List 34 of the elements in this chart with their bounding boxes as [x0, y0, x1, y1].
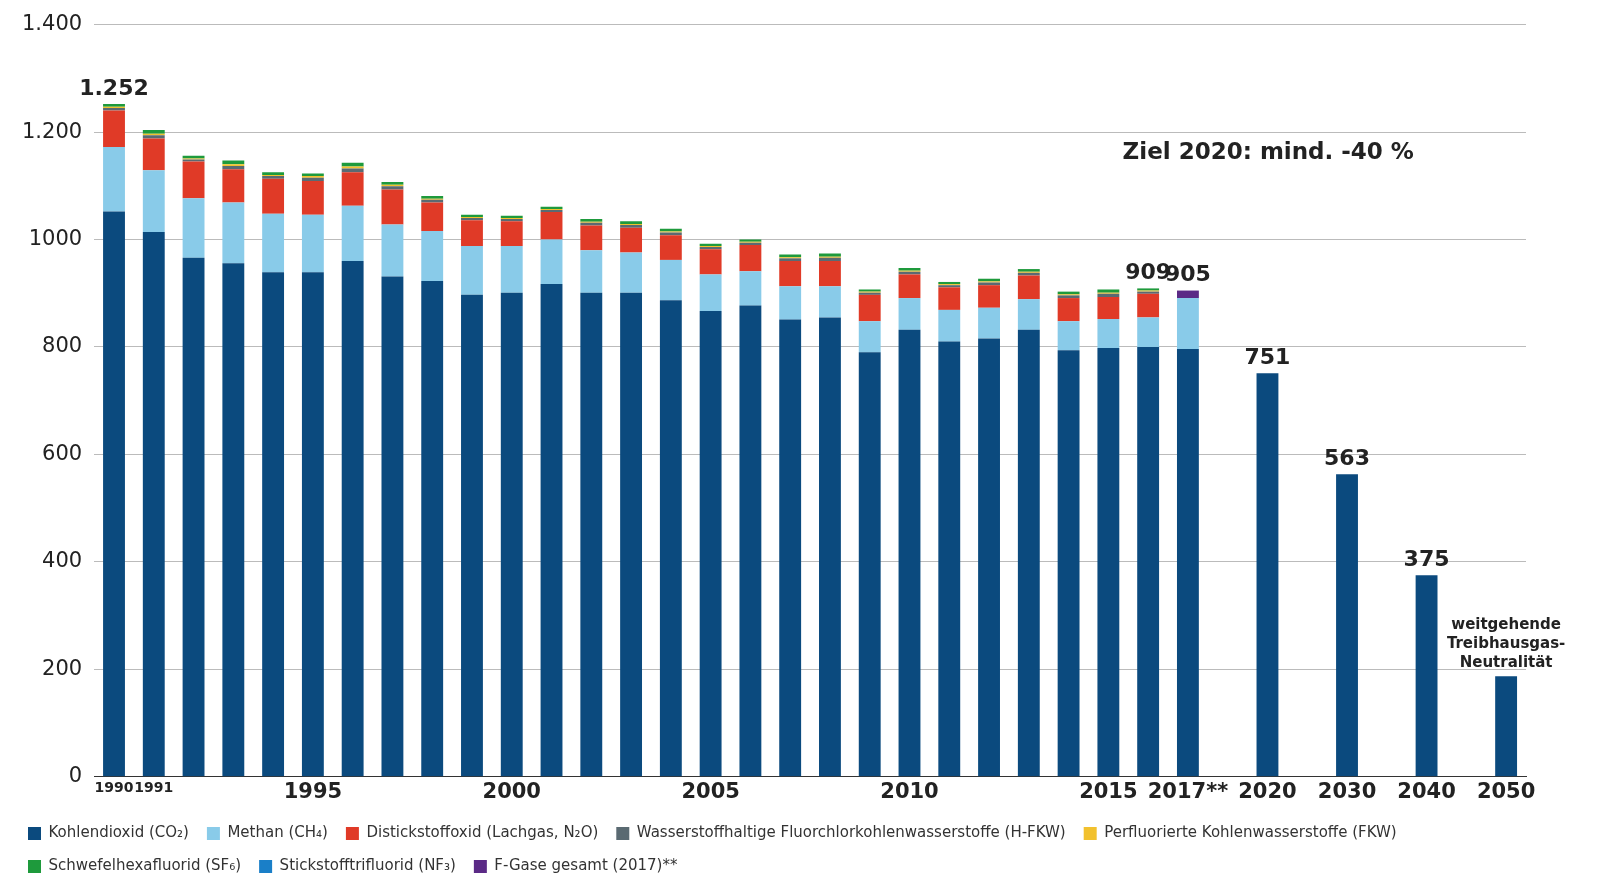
x-tick-label: 1991 — [134, 778, 174, 795]
y-tick-label: 1.400 — [21, 11, 83, 36]
x-tick-label: 2040 — [1397, 778, 1456, 803]
total-label: 751 — [1244, 344, 1291, 370]
total-label: 375 — [1403, 546, 1450, 572]
legend-label: Perfluorierte Kohlenwasserstoffe (FKW) — [1104, 823, 1397, 842]
total-label: 563 — [1324, 445, 1370, 471]
x-tick-label: 2030 — [1317, 778, 1377, 803]
x-tick-label: 2015 — [1079, 778, 1138, 803]
y-tick-label: 600 — [42, 440, 83, 465]
x-tick-label: 1990 — [94, 778, 134, 795]
x-tick-label: 2050 — [1476, 778, 1536, 803]
y-tick-label: 200 — [42, 655, 83, 680]
x-tick-label: 2017** — [1147, 778, 1229, 803]
x-tick-label: 2005 — [681, 778, 740, 803]
legend-label: Wasserstoffhaltige Fluorchlorkohlenwasserstoffe (H-FKW) — [636, 823, 1066, 842]
annotation: weitgehende Treibhausgas-Neutralität — [1446, 614, 1566, 671]
x-tick-label: 1995 — [283, 778, 343, 803]
y-tick-label: 0 — [68, 763, 83, 788]
legend-label: Methan (CH₄) — [227, 823, 328, 842]
y-tick-label: 400 — [42, 548, 83, 573]
legend-label: Distickstoffoxid (Lachgas, N₂O) — [366, 823, 599, 842]
annotation: Ziel 2020: mind. -40 % — [1122, 138, 1414, 165]
y-tick-label: 1000 — [28, 225, 83, 250]
legend-label: F-Gase gesamt (2017)** — [494, 856, 678, 875]
y-tick-label: 1.200 — [21, 118, 83, 143]
legend-label: Schwefelhexafluorid (SF₆) — [48, 856, 242, 875]
x-tick-label: 2000 — [482, 778, 541, 803]
x-tick-label: 2020 — [1238, 778, 1297, 803]
x-tick-label: 2010 — [880, 778, 939, 803]
total-label: 1.252 — [79, 74, 149, 100]
y-tick-label: 800 — [42, 333, 83, 358]
legend-label: Kohlendioxid (CO₂) — [48, 823, 189, 842]
legend-label: Stickstofftrifluorid (NF₃) — [279, 856, 456, 875]
